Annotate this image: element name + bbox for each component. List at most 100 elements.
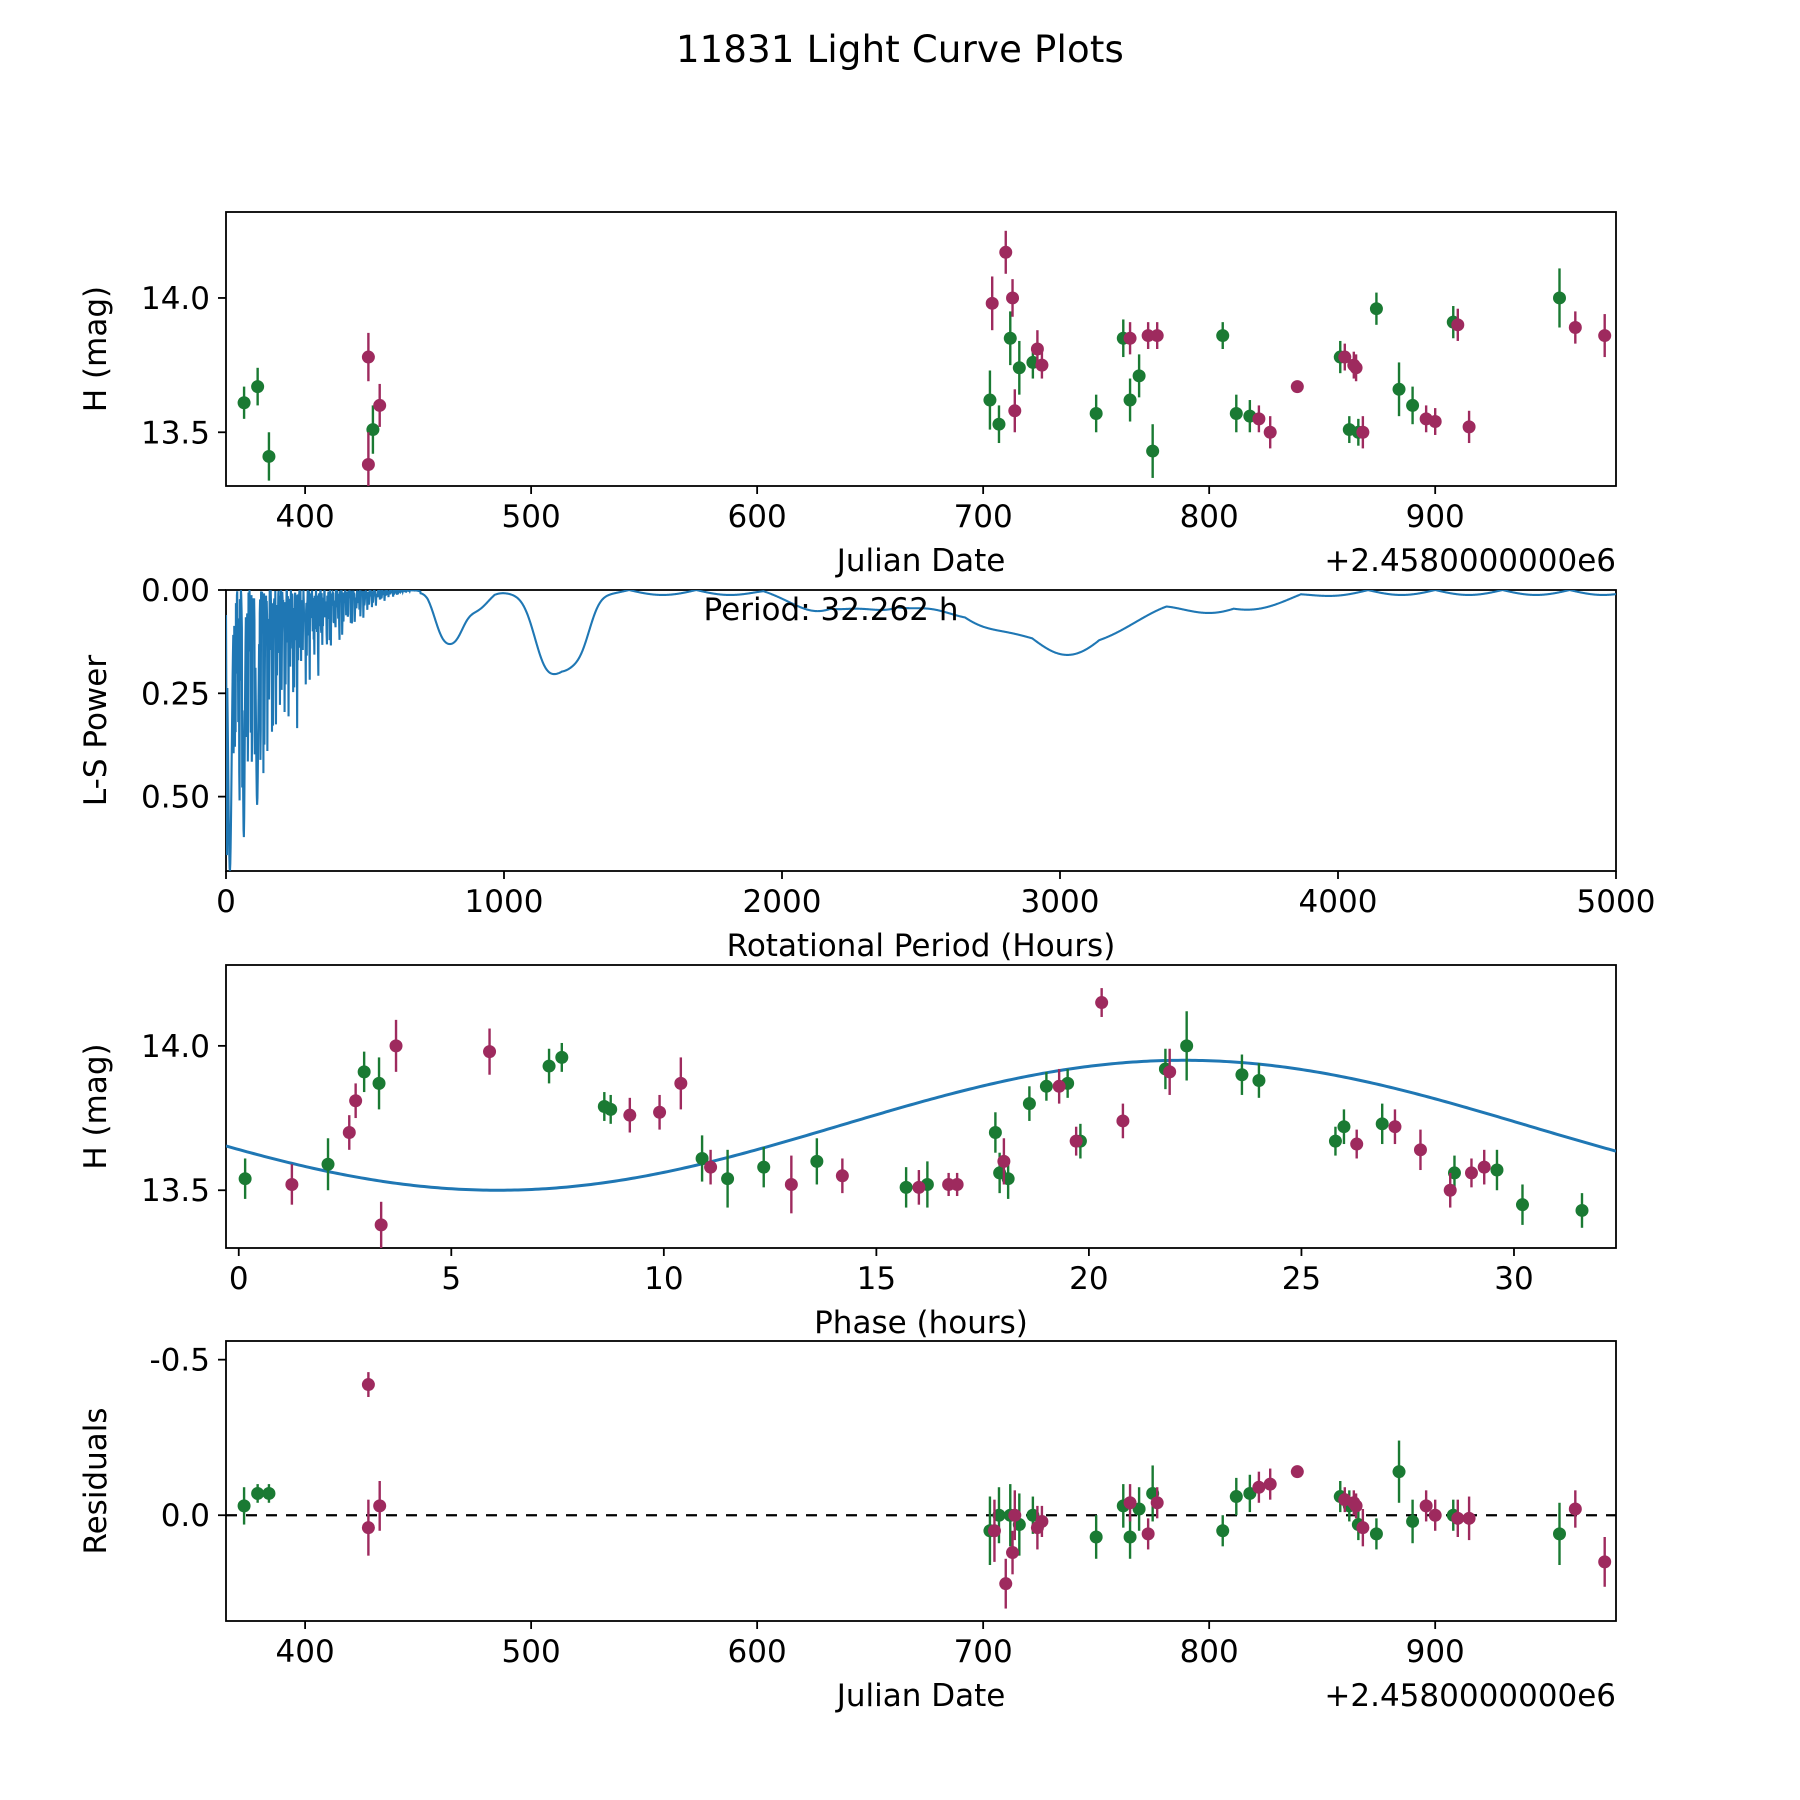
x-tick-label: 0 xyxy=(216,884,236,920)
data-point xyxy=(1413,1143,1427,1157)
data-point xyxy=(987,1524,1001,1538)
data-point xyxy=(653,1105,667,1119)
data-point xyxy=(1568,1502,1582,1516)
data-point xyxy=(1216,329,1230,343)
x-tick-label: 600 xyxy=(728,1634,787,1670)
data-point xyxy=(1006,1546,1020,1560)
data-point xyxy=(1428,415,1442,429)
data-point xyxy=(721,1172,735,1186)
x-tick-label: 700 xyxy=(954,499,1013,535)
data-point xyxy=(1180,1039,1194,1053)
data-point xyxy=(357,1065,371,1079)
y-tick-label: 14.0 xyxy=(141,1029,210,1065)
data-point xyxy=(1552,1527,1566,1541)
data-point xyxy=(985,296,999,310)
y-tick-label: 14.0 xyxy=(141,281,210,317)
data-point xyxy=(1095,996,1109,1010)
y-axis-label: H (mag) xyxy=(78,286,114,412)
data-point xyxy=(1338,350,1352,364)
data-point xyxy=(1349,361,1363,375)
data-point xyxy=(997,1154,1011,1168)
data-point xyxy=(483,1045,497,1059)
x-tick-label: 10 xyxy=(644,1261,683,1297)
y-tick-label: 0.25 xyxy=(141,676,210,712)
y-tick-label: 0.00 xyxy=(141,573,210,609)
data-point xyxy=(1490,1163,1504,1177)
data-point xyxy=(349,1094,363,1108)
data-point xyxy=(1290,1465,1304,1479)
data-point xyxy=(361,1521,375,1535)
series-maroon xyxy=(361,230,1612,486)
data-point xyxy=(1163,1065,1177,1079)
data-point xyxy=(1462,1511,1476,1525)
data-point xyxy=(1356,1521,1370,1535)
data-point xyxy=(1008,1508,1022,1522)
data-point xyxy=(374,1218,388,1232)
data-point xyxy=(361,458,375,472)
data-point xyxy=(1123,393,1137,407)
x-axis-label: Julian Date xyxy=(835,543,1006,579)
x-tick-label: 400 xyxy=(276,1634,335,1670)
series-maroon xyxy=(285,988,1491,1248)
data-point xyxy=(1263,1477,1277,1491)
data-point xyxy=(1568,321,1582,335)
x-tick-label: 5000 xyxy=(1577,884,1656,920)
data-point xyxy=(999,1577,1013,1591)
data-point xyxy=(542,1059,556,1073)
data-point xyxy=(1419,1499,1433,1513)
x-tick-label: 500 xyxy=(502,1634,561,1670)
series-maroon xyxy=(361,1372,1612,1609)
data-point xyxy=(361,350,375,364)
data-point xyxy=(1006,291,1020,305)
period-annotation: Period: 32.262 h xyxy=(704,592,959,628)
data-point xyxy=(1116,1114,1130,1128)
x-tick-label: 800 xyxy=(1180,499,1239,535)
data-point xyxy=(1515,1198,1529,1212)
data-point xyxy=(389,1039,403,1053)
x-tick-label: 30 xyxy=(1494,1261,1533,1297)
data-point xyxy=(835,1169,849,1183)
figure-title: 11831 Light Curve Plots xyxy=(675,28,1125,71)
data-point xyxy=(1252,1480,1266,1494)
x-tick-label: 900 xyxy=(1406,499,1465,535)
data-point xyxy=(1052,1079,1066,1093)
data-point xyxy=(1216,1524,1230,1538)
x-tick-label: 4000 xyxy=(1299,884,1378,920)
data-point xyxy=(1008,404,1022,418)
x-tick-label: 400 xyxy=(276,499,335,535)
series-green xyxy=(237,268,1566,481)
data-point xyxy=(1388,1120,1402,1134)
x-tick-label: 3000 xyxy=(1021,884,1100,920)
data-point xyxy=(262,1486,276,1500)
data-point xyxy=(1069,1134,1083,1148)
data-point xyxy=(623,1108,637,1122)
periodogram-trace xyxy=(226,590,1616,871)
data-point xyxy=(1235,1068,1249,1082)
data-point xyxy=(1252,412,1266,426)
x-tick-label: 0 xyxy=(229,1261,249,1297)
y-tick-label: 0.50 xyxy=(141,780,210,816)
data-point xyxy=(1356,425,1370,439)
data-point xyxy=(361,1378,375,1392)
data-point xyxy=(373,398,387,412)
x-axis-label: Julian Date xyxy=(835,1678,1006,1714)
data-point xyxy=(1443,1183,1457,1197)
data-point xyxy=(1464,1166,1478,1180)
data-point xyxy=(1406,1514,1420,1528)
data-point xyxy=(321,1157,335,1171)
data-point xyxy=(1150,1496,1164,1510)
data-point xyxy=(999,245,1013,259)
data-point xyxy=(1012,361,1026,375)
y-tick-label: -0.5 xyxy=(150,1343,211,1379)
data-point xyxy=(757,1160,771,1174)
data-point xyxy=(1141,329,1155,343)
data-point xyxy=(1035,1514,1049,1528)
data-point xyxy=(1375,1117,1389,1131)
data-point xyxy=(1290,380,1304,394)
data-point xyxy=(992,1508,1006,1522)
x-tick-label: 5 xyxy=(441,1261,461,1297)
x-tick-label: 1000 xyxy=(465,884,544,920)
data-point xyxy=(604,1102,618,1116)
data-point xyxy=(1428,1508,1442,1522)
panel-content xyxy=(226,1372,1616,1609)
